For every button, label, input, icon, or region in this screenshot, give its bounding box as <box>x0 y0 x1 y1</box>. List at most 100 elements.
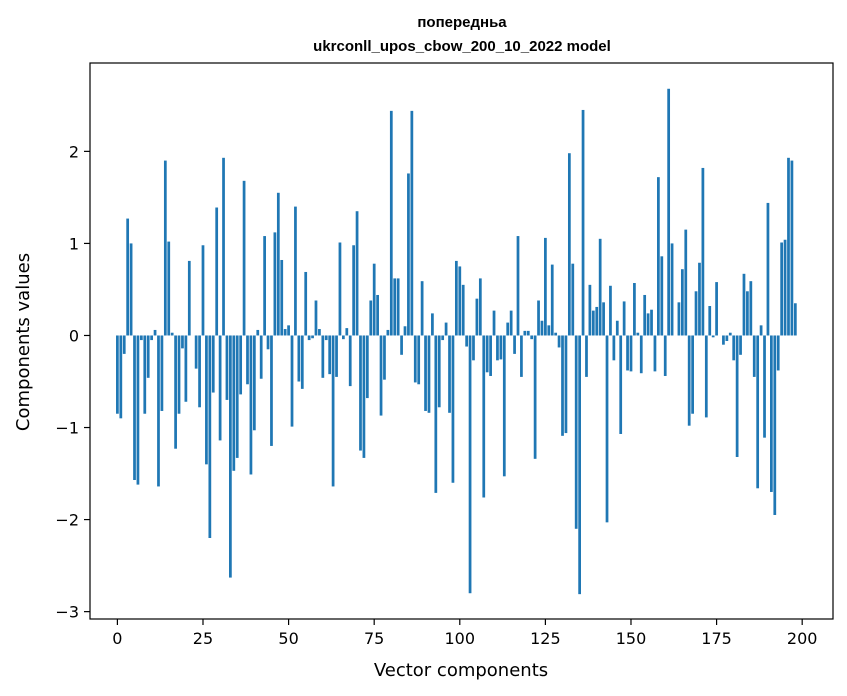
bar <box>119 335 123 419</box>
bar <box>537 300 540 336</box>
bar <box>324 335 328 341</box>
bar <box>704 335 708 418</box>
bar <box>657 177 660 336</box>
y-axis-label: Components values <box>13 253 34 431</box>
y-axis-ticks: −3 −2 −1 0 1 2 <box>55 142 90 622</box>
bar <box>574 335 578 529</box>
bar <box>691 335 694 414</box>
bar <box>598 238 602 336</box>
bar <box>266 335 270 350</box>
bar <box>725 335 729 341</box>
bar <box>684 229 688 336</box>
bar <box>328 335 332 375</box>
bar <box>554 332 558 336</box>
bar <box>160 335 164 411</box>
bar <box>643 294 647 336</box>
bar <box>728 332 732 336</box>
bar <box>215 207 219 336</box>
bar <box>389 110 393 336</box>
y-tick-label: 0 <box>69 326 79 345</box>
plot-frame <box>89 62 834 620</box>
bar <box>465 335 469 347</box>
bar <box>605 335 609 523</box>
bar <box>780 242 784 336</box>
bar <box>708 306 712 336</box>
bar <box>136 335 140 485</box>
bar <box>516 236 520 336</box>
bar <box>150 335 153 341</box>
bar <box>133 335 136 480</box>
x-tick-label: 125 <box>530 629 561 648</box>
bar <box>578 335 581 595</box>
bar <box>722 335 725 345</box>
bar <box>365 335 369 399</box>
bar <box>417 335 421 385</box>
bar <box>756 335 760 489</box>
bar <box>773 335 777 515</box>
bar <box>259 335 263 379</box>
bar <box>290 335 294 427</box>
bar <box>622 301 626 336</box>
bar <box>167 241 171 336</box>
bar <box>526 330 530 336</box>
bar <box>184 335 188 402</box>
bar <box>300 335 304 389</box>
bar <box>280 259 284 336</box>
bar <box>564 335 568 434</box>
bar <box>776 335 780 371</box>
bar <box>420 281 424 336</box>
bar <box>533 335 537 459</box>
bar <box>739 335 742 355</box>
bar <box>591 310 595 336</box>
bar <box>629 335 633 372</box>
bar <box>783 239 787 336</box>
bar <box>400 335 403 355</box>
bar <box>307 335 311 341</box>
bar <box>297 335 301 382</box>
bar <box>770 335 773 492</box>
bar <box>181 335 184 349</box>
x-tick-label: 100 <box>445 629 476 648</box>
bar <box>239 335 243 395</box>
bar <box>393 278 397 336</box>
bar <box>732 335 736 361</box>
bar <box>348 335 352 387</box>
bar <box>403 326 407 336</box>
bar <box>362 335 366 458</box>
bar <box>735 335 739 457</box>
bar <box>396 278 400 336</box>
bar <box>211 335 215 393</box>
bar <box>626 335 629 371</box>
bar <box>194 335 198 369</box>
bar <box>746 291 749 336</box>
bar <box>379 335 383 416</box>
x-tick-label: 25 <box>193 629 213 648</box>
bar <box>520 335 523 377</box>
bar <box>561 335 564 436</box>
bar <box>369 300 373 336</box>
bar <box>557 335 561 348</box>
bar <box>499 335 503 360</box>
bar <box>715 282 718 336</box>
bar <box>540 320 544 336</box>
bar <box>229 335 232 578</box>
x-tick-label: 200 <box>787 629 818 648</box>
bar <box>208 335 212 538</box>
bar <box>187 260 191 336</box>
x-axis-label: Vector components <box>374 660 548 681</box>
bar <box>345 328 349 336</box>
bar <box>698 262 701 336</box>
bar <box>444 322 448 336</box>
bar <box>478 278 482 336</box>
bar <box>126 218 130 336</box>
bar <box>472 335 475 361</box>
bar <box>283 329 287 336</box>
bar <box>482 335 486 498</box>
bar <box>646 313 650 336</box>
bar <box>372 263 376 336</box>
bar <box>489 335 492 376</box>
bar <box>581 109 585 336</box>
bar <box>205 335 208 465</box>
bar <box>143 335 147 414</box>
